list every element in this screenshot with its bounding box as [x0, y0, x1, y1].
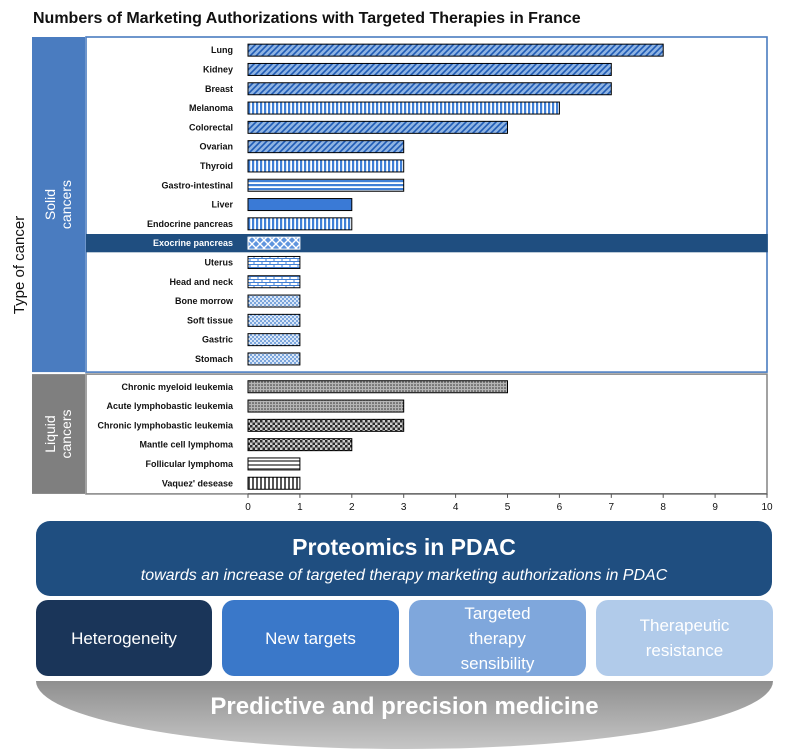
- bar: [247, 43, 664, 57]
- group-label-line: cancers: [58, 409, 74, 458]
- bar: [247, 120, 508, 134]
- box-label: Heterogeneity: [71, 628, 177, 648]
- x-tick-label: 7: [609, 502, 615, 513]
- bar: [247, 62, 612, 76]
- bar: [247, 236, 301, 250]
- category-label: Colorectal: [189, 122, 233, 132]
- category-label: Liver: [211, 200, 233, 210]
- bar: [247, 313, 301, 327]
- bar: [247, 178, 405, 192]
- group-label-line: Solid: [42, 189, 58, 220]
- x-tick-label: 5: [505, 502, 511, 513]
- bar: [247, 333, 301, 347]
- bar: [247, 294, 301, 308]
- footer-label: Predictive and precision medicine: [210, 693, 599, 720]
- bar: [247, 140, 405, 154]
- category-label: Ovarian: [199, 142, 233, 152]
- banner-subtitle: towards an increase of targeted therapy …: [140, 567, 668, 584]
- category-label: Gastric: [202, 335, 233, 345]
- x-tick-label: 2: [349, 502, 355, 513]
- bar: [247, 476, 301, 490]
- targeted-therapy-box: Targeted therapy sensibility: [409, 600, 586, 676]
- proteomics-banner: Proteomics in PDAC towards an increase o…: [36, 521, 772, 596]
- category-label: Soft tissue: [187, 315, 233, 325]
- bar: [247, 255, 301, 269]
- category-label: Chronic myeloid leukemia: [121, 382, 234, 392]
- category-label: Gastro-intestinal: [161, 180, 233, 190]
- category-label: Follicular lymphoma: [145, 459, 234, 469]
- bar: [247, 275, 301, 289]
- banner-title: Proteomics in PDAC: [292, 534, 516, 560]
- category-label: Exocrine pancreas: [153, 238, 233, 248]
- solid-group-frame: [85, 36, 768, 373]
- category-label: Bone morrow: [175, 296, 234, 306]
- bar: [247, 82, 612, 96]
- bar: [247, 159, 405, 173]
- category-label: Head and neck: [169, 277, 234, 287]
- group-label: Solidcancers: [42, 180, 74, 229]
- group-label: Liquidcancers: [42, 409, 74, 458]
- box-label: Therapeutic resistance: [639, 616, 730, 660]
- bar: [247, 380, 508, 394]
- bar: [247, 352, 301, 366]
- heterogeneity-box: Heterogeneity: [36, 600, 212, 676]
- bar: [247, 198, 353, 212]
- x-tick-label: 4: [453, 502, 459, 513]
- bar: [247, 217, 353, 231]
- bar: [247, 101, 560, 115]
- category-label: Thyroid: [200, 161, 233, 171]
- solid-group-band: [32, 37, 85, 373]
- y-axis-title: Type of cancer: [11, 216, 28, 314]
- new-targets-box: New targets: [222, 600, 399, 676]
- group-label-line: Liquid: [42, 415, 58, 452]
- x-tick-label: 3: [401, 502, 407, 513]
- category-label: Kidney: [203, 64, 233, 74]
- precision-medicine-footer: Predictive and precision medicine: [36, 681, 773, 749]
- x-tick-label: 10: [761, 502, 773, 513]
- category-label: Breast: [205, 84, 233, 94]
- category-label: Stomach: [195, 354, 233, 364]
- group-label-line: cancers: [58, 180, 74, 229]
- category-label: Chronic lymphobastic leukemia: [97, 420, 234, 430]
- bar: [247, 418, 405, 432]
- category-label: Uterus: [204, 257, 233, 267]
- chart-title: Numbers of Marketing Authorizations with…: [33, 10, 581, 27]
- bar-chart: SolidcancersLungKidneyBreastMelanomaColo…: [11, 36, 773, 513]
- bar: [247, 438, 353, 452]
- category-label: Melanoma: [189, 103, 234, 113]
- bar: [247, 399, 405, 413]
- x-tick-label: 1: [297, 502, 303, 513]
- x-tick-label: 9: [712, 502, 718, 513]
- category-label: Acute lymphobastic leukemia: [106, 401, 234, 411]
- box-label: New targets: [265, 628, 356, 648]
- category-label: Vaquez' desease: [162, 478, 233, 488]
- liquid-group-band: [32, 374, 85, 494]
- category-label: Lung: [211, 45, 233, 55]
- bar: [247, 457, 301, 471]
- therapeutic-resistance-box: Therapeutic resistance: [596, 600, 773, 676]
- category-label: Mantle cell lymphoma: [139, 440, 234, 450]
- x-tick-label: 0: [245, 502, 251, 513]
- x-tick-label: 8: [660, 502, 666, 513]
- x-tick-label: 6: [557, 502, 563, 513]
- category-label: Endocrine pancreas: [147, 219, 233, 229]
- box-label: Targeted therapy sensibility: [460, 603, 535, 673]
